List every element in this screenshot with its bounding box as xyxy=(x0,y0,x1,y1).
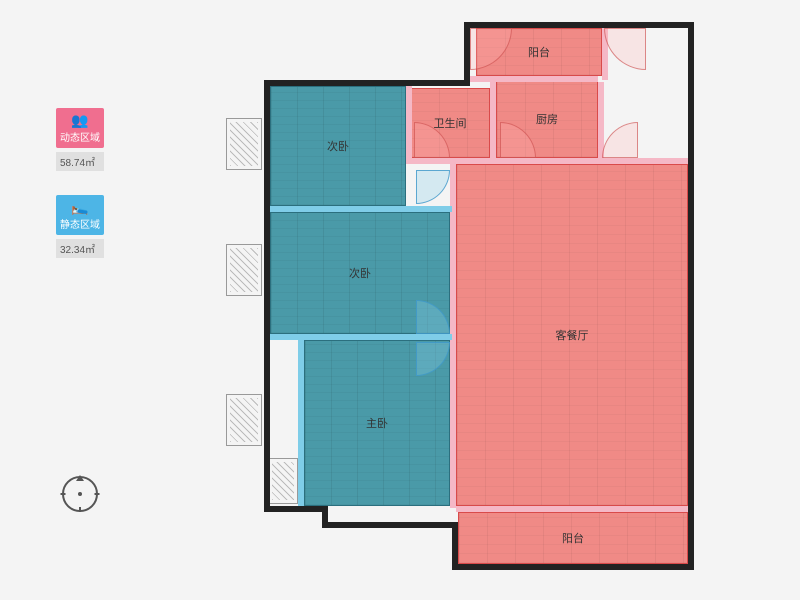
legend-dynamic-label: 动态区域 xyxy=(60,129,100,144)
door-arc xyxy=(602,122,638,158)
room-label: 阳台 xyxy=(528,44,550,60)
outer-wall xyxy=(688,22,694,570)
room-label: 客餐厅 xyxy=(556,327,589,343)
room-label: 次卧 xyxy=(327,138,349,154)
room-living: 客餐厅 xyxy=(456,164,688,506)
window-cutout xyxy=(226,244,262,296)
room-balcony-bot: 阳台 xyxy=(458,512,688,564)
outer-wall xyxy=(452,564,694,570)
room-label: 主卧 xyxy=(366,415,388,431)
outer-wall xyxy=(264,80,270,510)
room-label: 卫生间 xyxy=(434,115,467,131)
inner-wall xyxy=(298,340,304,506)
window-cutout xyxy=(226,394,262,446)
inner-wall xyxy=(406,84,412,160)
inner-wall xyxy=(406,158,688,164)
inner-wall xyxy=(456,506,688,512)
room-label: 次卧 xyxy=(349,265,371,281)
compass-icon xyxy=(62,476,98,512)
outer-wall xyxy=(464,22,694,28)
outer-wall xyxy=(264,80,470,86)
outer-wall xyxy=(322,522,458,528)
legend-dynamic-value: 58.74㎡ xyxy=(56,152,104,171)
window-cutout xyxy=(226,118,262,170)
legend-static-value: 32.34㎡ xyxy=(56,239,104,258)
people-icon: 👥 xyxy=(71,113,88,127)
door-arc xyxy=(416,170,450,204)
door-arc xyxy=(604,28,646,70)
room-label: 厨房 xyxy=(536,111,558,127)
legend: 👥 动态区域 58.74㎡ 🛌 静态区域 32.34㎡ xyxy=(56,108,104,282)
room-bed2a: 次卧 xyxy=(270,86,406,206)
window-cutout xyxy=(268,458,298,504)
sleep-icon: 🛌 xyxy=(71,200,88,214)
legend-static: 🛌 静态区域 32.34㎡ xyxy=(56,195,104,258)
inner-wall xyxy=(468,76,598,82)
room-label: 阳台 xyxy=(562,530,584,546)
inner-wall xyxy=(270,206,452,212)
legend-static-label: 静态区域 xyxy=(60,216,100,231)
legend-dynamic-badge: 👥 动态区域 xyxy=(56,108,104,148)
outer-wall xyxy=(452,522,458,568)
inner-wall xyxy=(490,82,496,160)
legend-dynamic: 👥 动态区域 58.74㎡ xyxy=(56,108,104,171)
outer-wall xyxy=(464,22,470,84)
floor-plan: 阳台卫生间厨房客餐厅阳台次卧次卧主卧 xyxy=(264,22,694,582)
outer-wall xyxy=(264,506,328,512)
legend-static-badge: 🛌 静态区域 xyxy=(56,195,104,235)
